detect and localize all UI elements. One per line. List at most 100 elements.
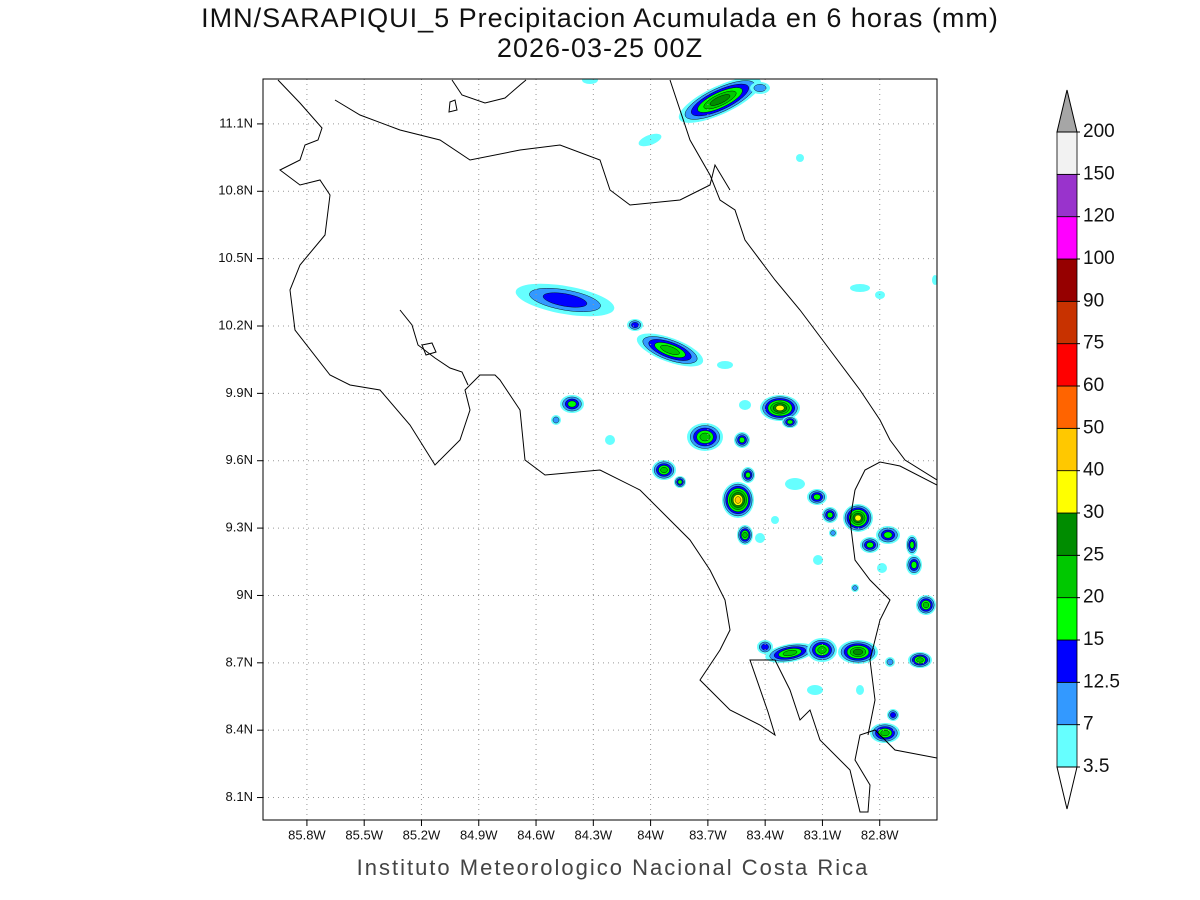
rain-cell — [782, 649, 798, 657]
rain-cell — [890, 712, 896, 718]
y-tick-label: 11.1N — [219, 115, 253, 130]
rain-cell — [567, 400, 577, 408]
colorbar-label: 60 — [1083, 375, 1104, 396]
colorbar-segment — [1056, 173, 1078, 218]
plot-frame — [262, 78, 938, 821]
rain-cell — [605, 435, 615, 445]
rain-cell — [660, 345, 680, 355]
x-tick-label: 83.1W — [804, 827, 842, 842]
rain-cell — [827, 512, 833, 518]
rain-cell — [709, 94, 731, 106]
x-tick-label: 83.4W — [746, 827, 784, 842]
x-tick-label: 84.9W — [460, 827, 498, 842]
colorbar-label: 12.5 — [1083, 671, 1120, 692]
rain-cell — [817, 646, 827, 654]
colorbar-label: 150 — [1083, 163, 1115, 184]
rain-cell — [854, 514, 862, 522]
rain-cell — [922, 601, 930, 609]
colorbar-segment — [1056, 681, 1078, 726]
rain-cell — [717, 361, 733, 369]
rain-cell — [856, 685, 864, 695]
x-tick-label: 85.8W — [288, 827, 326, 842]
rain-cell — [932, 275, 937, 285]
rain-cell — [866, 542, 874, 548]
rain-cell — [742, 531, 748, 539]
x-tick-label: 84.6W — [517, 827, 555, 842]
rain-cell — [542, 292, 588, 308]
grid — [263, 79, 937, 820]
rain-cell — [787, 419, 793, 425]
rain-cell — [582, 79, 598, 84]
x-tick-label: 83.7W — [689, 827, 727, 842]
rain-cell — [909, 541, 915, 549]
colorbar-segment — [1056, 427, 1078, 472]
pacific-coast — [277, 79, 937, 813]
colorbar-segment — [1056, 554, 1078, 599]
island — [421, 342, 437, 356]
rain-cell — [877, 563, 887, 573]
rain-cell — [755, 533, 765, 543]
colorbar-segment — [1056, 258, 1078, 302]
colorbar-segment — [1056, 470, 1078, 514]
lake-nicaragua — [451, 79, 527, 104]
colorbar-label: 50 — [1083, 417, 1104, 438]
colorbar-label: 40 — [1083, 460, 1104, 481]
rain-cell — [775, 405, 785, 411]
colorbar-segment — [1056, 639, 1078, 683]
gulf-of-nicoya — [399, 309, 469, 386]
y-tick-label: 9.6N — [226, 452, 253, 467]
colorbar-segment — [1056, 216, 1078, 260]
y-tick-label: 8.1N — [226, 789, 253, 804]
rain-cell — [753, 84, 767, 92]
x-tick-label: 85.5W — [345, 827, 383, 842]
rain-cell — [739, 400, 751, 410]
rain-cell — [734, 496, 742, 504]
rain-cell — [761, 643, 769, 651]
y-tick-label: 8.7N — [226, 654, 253, 669]
y-tick-label: 9N — [236, 587, 253, 602]
axes: 85.8W 85.5W 85.2W 84.9W 84.6W 84.3W 84W 83.7W 83… — [218, 115, 899, 842]
colorbar-segment — [1056, 512, 1078, 556]
x-tick-label: 84.3W — [575, 827, 613, 842]
rain-cell — [631, 322, 639, 328]
rain-cell — [739, 437, 745, 443]
colorbar-label: 15 — [1083, 629, 1104, 650]
y-tick-label: 10.2N — [218, 317, 253, 332]
y-tick-label: 10.5N — [218, 250, 253, 265]
caribbean-coast — [669, 79, 937, 481]
colorbar-label: 200 — [1083, 121, 1115, 142]
colorbar-segment — [1056, 300, 1078, 345]
colorbar: 3.5 7 12.5 15 20 25 30 40 50 60 75 90 100 120 150 200 — [1056, 89, 1120, 810]
colorbar-label: 7 — [1083, 714, 1094, 735]
colorbar-label: 75 — [1083, 333, 1104, 354]
rain-cell — [660, 466, 668, 474]
credit: Instituto Meteorologico Nacional Costa R… — [357, 855, 870, 880]
rain-cell — [813, 555, 823, 565]
colorbar-label: 3.5 — [1083, 756, 1109, 777]
x-tick-label: 82.8W — [861, 827, 899, 842]
colorbar-over — [1056, 89, 1078, 133]
colorbar-label: 30 — [1083, 502, 1104, 523]
rain-cell — [745, 472, 751, 478]
map-title: IMN/SARAPIQUI_5 Precipitacion Acumulada … — [201, 3, 999, 33]
y-tick-label: 8.4N — [226, 722, 253, 737]
colorbar-segment — [1056, 343, 1078, 387]
rain-cell — [850, 284, 870, 292]
rain-cell — [852, 585, 858, 591]
x-tick-label: 85.2W — [403, 827, 441, 842]
colorbar-segment — [1056, 131, 1078, 175]
rain-cell — [638, 133, 662, 147]
rain-cell — [830, 530, 836, 536]
colorbar-label: 90 — [1083, 290, 1104, 311]
colorbar-segment — [1056, 597, 1078, 641]
rain-cell — [886, 658, 894, 666]
rain-cell — [852, 648, 864, 656]
colorbar-label: 120 — [1083, 206, 1115, 227]
colorbar-segment — [1056, 385, 1078, 429]
colorbar-under — [1056, 766, 1078, 810]
rain-cell — [883, 531, 893, 539]
rain-cell — [807, 685, 823, 695]
colorbar-segment — [1056, 724, 1078, 768]
